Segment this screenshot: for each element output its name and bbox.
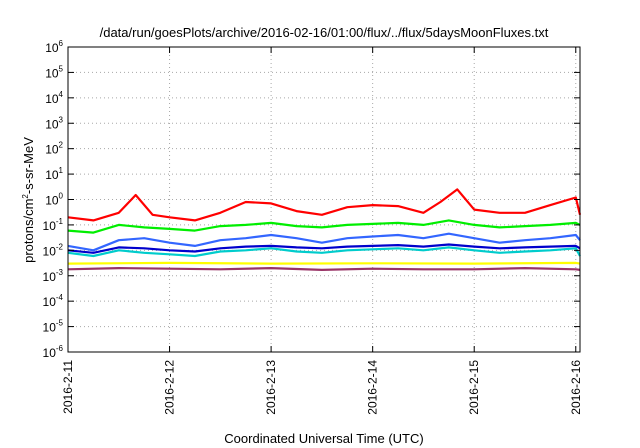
series-line-3	[67, 246, 581, 258]
ylabel-group: protons/cm2-s-sr-MeV	[21, 137, 36, 263]
y-tick-label: 104	[45, 90, 63, 106]
y-tick-label: 100	[45, 192, 63, 208]
series-line-4	[67, 232, 581, 252]
y-tick-label: 10-6	[43, 344, 64, 360]
x-tick-label: 2016-2-14	[366, 360, 380, 415]
x-tick-label: 2016-2-13	[264, 360, 278, 415]
y-tick-label: 102	[45, 141, 63, 157]
x-axis-label: Coordinated Universal Time (UTC)	[224, 431, 423, 446]
y-tick-label: 103	[45, 115, 63, 131]
y-axis-label: protons/cm2-s-sr-MeV	[21, 137, 36, 263]
y-tick-label: 105	[45, 64, 63, 80]
axis-ticks: 10-6 10-5 10-4 10-3 10-2 10-1 100 101 102 103 104 1…	[43, 39, 583, 415]
series-line-2	[67, 219, 581, 234]
series-line-1	[67, 188, 582, 222]
y-tick-label: 10-3	[43, 268, 64, 284]
series-line-6	[67, 261, 581, 265]
chart-title: /data/run/goesPlots/archive/2016-02-16/0…	[100, 25, 549, 40]
x-tick-label: 2016-2-11	[61, 360, 75, 414]
y-tick-label: 10-4	[43, 293, 64, 309]
x-tick-label: 2016-2-16	[569, 360, 583, 415]
series-line-7	[67, 267, 581, 271]
series-layer	[67, 188, 582, 271]
y-tick-label: 10-2	[43, 242, 64, 258]
y-tick-label: 106	[45, 39, 63, 55]
y-tick-label: 101	[45, 166, 63, 182]
y-tick-label: 10-5	[43, 319, 64, 335]
series-line-5	[67, 243, 581, 254]
x-tick-label: 2016-2-12	[163, 360, 177, 415]
x-tick-label: 2016-2-15	[467, 360, 481, 415]
y-tick-label: 10-1	[43, 217, 64, 233]
